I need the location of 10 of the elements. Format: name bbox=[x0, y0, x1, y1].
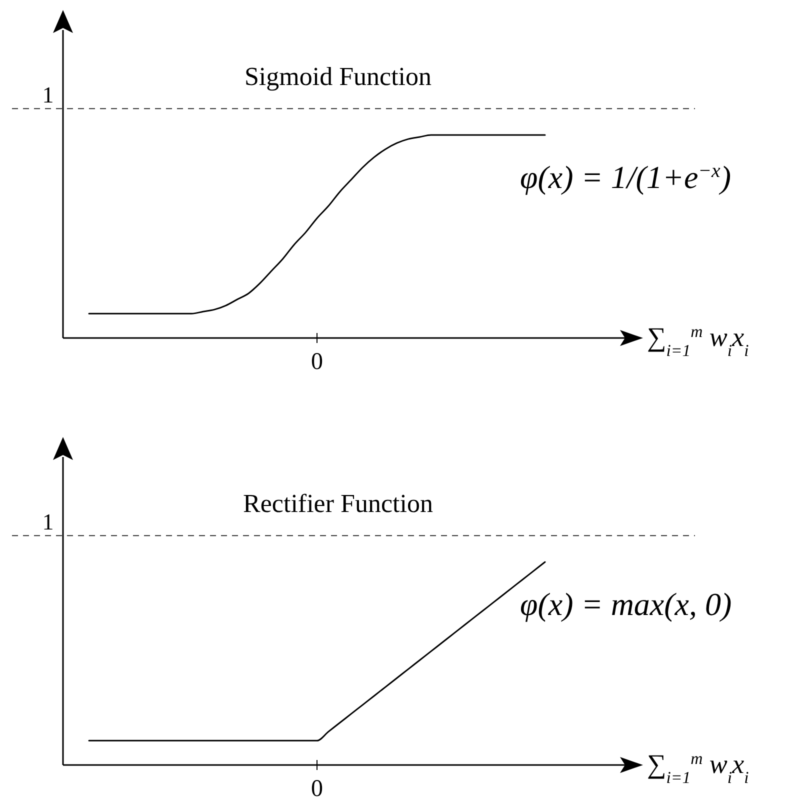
ref-line-label: 1 bbox=[42, 510, 54, 535]
x-axis-title: ∑$_{i=1}$$^{m}$ w$_{i}$x$_{i}$ bbox=[647, 748, 750, 786]
chart-title: Sigmoid Function bbox=[244, 62, 432, 91]
annotation: φ(x) = 1/(1+e$^{−x}$) bbox=[520, 159, 731, 195]
text: 0 bbox=[311, 349, 323, 375]
text: 0 bbox=[311, 776, 323, 801]
x-axis-title: ∑$_{i=1}$$^{m}$ w$_{i}$x$_{i}$ bbox=[647, 322, 750, 360]
ref-line-label: 1 bbox=[42, 82, 54, 108]
annotation: φ(x) = max(x, 0) bbox=[520, 586, 732, 622]
chart-title: Rectifier Function bbox=[243, 489, 433, 518]
